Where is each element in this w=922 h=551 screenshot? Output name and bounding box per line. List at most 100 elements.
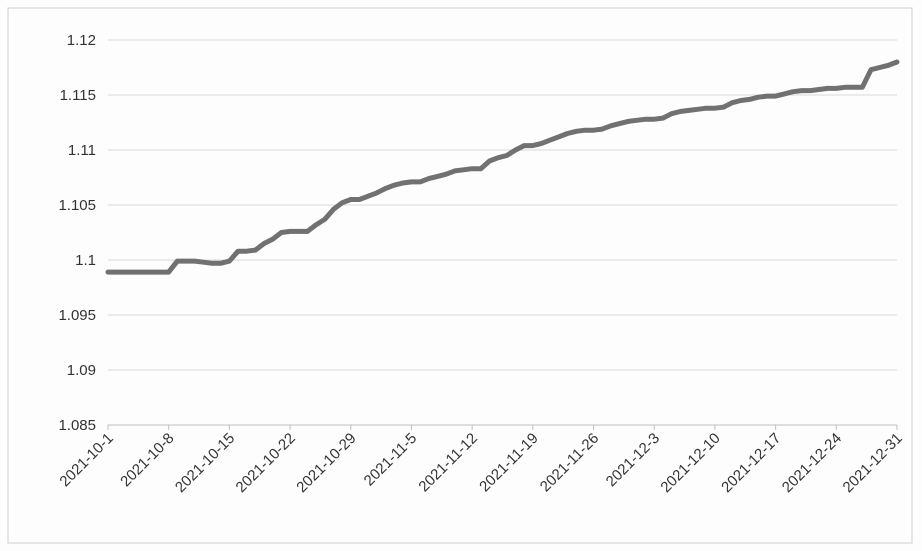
data-point [471, 167, 474, 170]
data-point [367, 195, 370, 198]
data-point [384, 187, 387, 190]
y-tick-label: 1.1 [75, 252, 96, 269]
data-point [124, 271, 127, 274]
x-tick-label: 2021-10-15 [172, 430, 238, 496]
data-point [653, 118, 656, 121]
data-point [306, 230, 309, 233]
data-point [713, 107, 716, 110]
data-point [852, 86, 855, 89]
data-point [861, 86, 864, 89]
data-point [739, 99, 742, 102]
data-point [271, 238, 274, 241]
y-tick-label: 1.105 [58, 197, 96, 214]
data-point [687, 109, 690, 112]
data-point [185, 260, 188, 263]
data-point [245, 250, 248, 253]
data-point [644, 118, 647, 121]
data-point [228, 260, 231, 263]
x-tick-label: 2021-11-19 [476, 430, 541, 495]
data-point [254, 249, 257, 252]
data-point [427, 177, 430, 180]
y-axis-tick-labels: 1.085 1.09 1.095 1.1 1.105 1.11 1.115 1.12 [58, 32, 96, 434]
data-point [297, 230, 300, 233]
data-point [323, 218, 326, 221]
data-point [774, 95, 777, 98]
x-tick-label: 2021-12-10 [657, 430, 723, 496]
data-point [887, 64, 890, 67]
data-point [358, 198, 361, 201]
data-point [375, 191, 378, 194]
x-tick-label: 2021-10-8 [117, 430, 177, 490]
data-point [115, 271, 118, 274]
data-point [800, 89, 803, 92]
y-tick-label: 1.115 [60, 87, 96, 104]
data-point [202, 261, 205, 264]
data-point [462, 168, 465, 171]
data-point [661, 117, 664, 120]
x-tick-label: 2021-10-1 [56, 430, 116, 490]
data-point [896, 61, 898, 63]
data-point [193, 260, 196, 263]
data-point [488, 160, 491, 162]
data-point [176, 260, 179, 263]
data-point [531, 144, 534, 147]
data-point [263, 242, 266, 245]
data-point [835, 87, 838, 90]
data-point [410, 180, 413, 183]
data-point [878, 66, 881, 69]
data-point [843, 86, 846, 89]
data-point [705, 107, 708, 110]
data-point [211, 262, 214, 265]
data-point [731, 101, 734, 104]
data-point [583, 129, 586, 132]
data-point [869, 68, 872, 71]
x-tick-label: 2021-10-29 [293, 430, 359, 496]
data-point [748, 98, 751, 101]
data-point [133, 271, 136, 274]
data-point [479, 167, 482, 170]
x-tick-label: 2021-11-5 [361, 430, 421, 490]
data-point [341, 201, 344, 204]
data-point [141, 271, 144, 274]
data-point [817, 88, 820, 91]
data-point [453, 169, 456, 172]
data-point [237, 250, 240, 253]
data-point [332, 208, 335, 211]
data-point [826, 87, 829, 90]
data-point [349, 198, 352, 201]
x-tick-label: 2021-12-24 [779, 430, 845, 496]
data-point [601, 128, 604, 131]
data-point [505, 154, 508, 157]
y-tick-label: 1.09 [67, 362, 96, 379]
x-tick-label: 2021-12-3 [603, 430, 663, 490]
data-point [497, 156, 500, 159]
data-point [809, 89, 812, 92]
data-point [280, 231, 283, 234]
data-point [401, 182, 404, 184]
y-tick-label: 1.085 [58, 417, 96, 434]
data-point [609, 124, 612, 127]
data-point [627, 120, 630, 123]
gridlines [108, 39, 897, 371]
data-point [757, 96, 760, 99]
x-tick-label: 2021-10-22 [233, 430, 299, 496]
data-point [393, 184, 396, 187]
data-point [289, 230, 292, 233]
chart-border [7, 7, 913, 544]
data-point [575, 130, 578, 133]
x-tick-label: 2021-11-12 [415, 430, 480, 495]
data-point [566, 132, 569, 135]
data-point [783, 92, 786, 95]
data-point [557, 135, 560, 138]
data-point [419, 180, 422, 183]
data-point [540, 142, 543, 145]
y-tick-label: 1.11 [68, 142, 96, 159]
data-point [315, 223, 318, 226]
series-line [105, 59, 900, 275]
x-tick-label: 2021-11-26 [537, 430, 602, 495]
data-point [107, 271, 109, 274]
data-point [696, 108, 699, 111]
data-point [791, 90, 794, 93]
